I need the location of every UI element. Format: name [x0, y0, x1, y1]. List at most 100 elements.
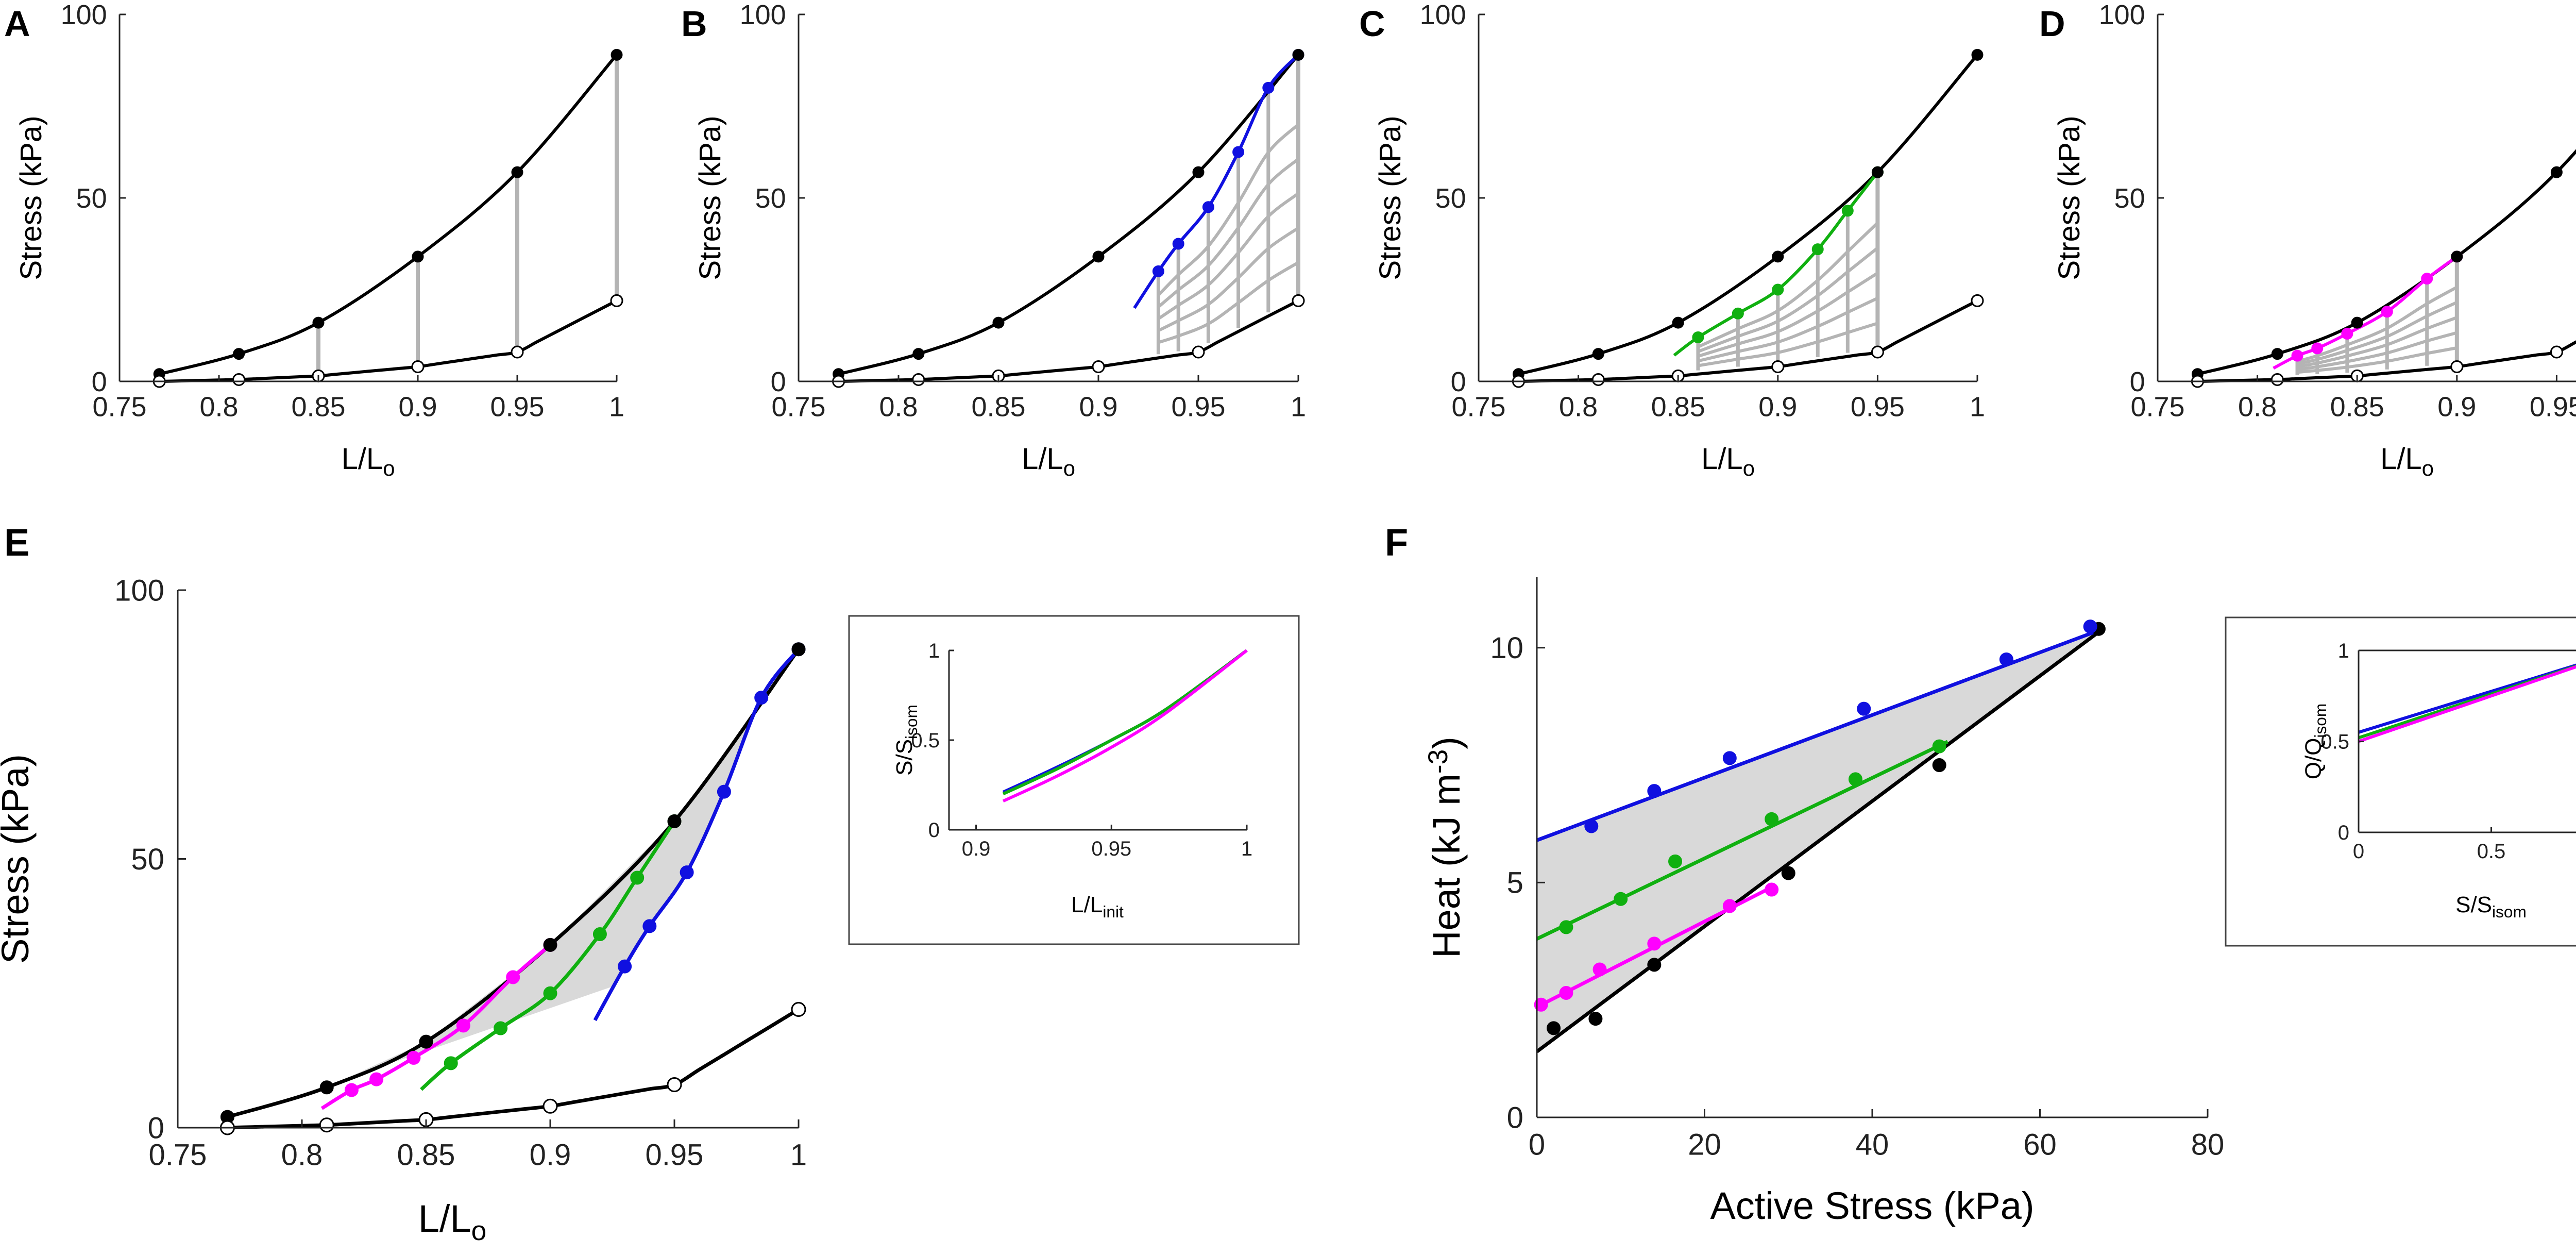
shaded-region: [227, 649, 799, 1120]
shortening-trace: [1158, 261, 1299, 344]
panel-b-y-tick-label: 100: [740, 0, 786, 30]
x-axis-label: L/Lo: [1701, 442, 1755, 480]
green-heat-point: [1559, 920, 1573, 934]
black-heat-point: [1932, 758, 1946, 773]
passive-stress-point: [610, 294, 623, 307]
shortening-from-1.0-point: [1172, 238, 1184, 250]
shortening-from-0.9-point: [2311, 342, 2324, 355]
magenta-point: [506, 970, 520, 984]
shortening-from-0.95-point: [1811, 243, 1824, 256]
magenta-heat-point: [1722, 899, 1737, 913]
shortening-from-0.95-point: [1772, 283, 1784, 296]
black-heat-point: [1547, 1021, 1561, 1035]
total-stress-point: [1971, 48, 1984, 61]
panel-c-y-tick-label: 0: [1451, 366, 1466, 397]
panel-e-y-tick-label: 0: [148, 1111, 164, 1145]
x-axis-label: L/Lo: [1022, 442, 1075, 480]
shortening-from-1.0-point: [1232, 146, 1245, 158]
inset-f-y-tick-label: 1: [2338, 640, 2349, 662]
total-stress-point: [912, 348, 925, 360]
panel-a-x-tick-label: 0.75: [92, 392, 146, 423]
panel-b-x-tick-label: 0.8: [879, 392, 918, 423]
panel-c-y-tick-label: 100: [1420, 0, 1466, 30]
inset-f-green-line: [2358, 664, 2576, 740]
magenta-heat-point: [1592, 962, 1607, 977]
x-axis-label: L/Lo: [418, 1197, 487, 1246]
panel-label-b: B: [681, 4, 707, 44]
total-stress-point: [2550, 166, 2563, 178]
shortening-trace: [2297, 316, 2458, 369]
x-axis-label-part: o: [1063, 456, 1075, 480]
green-point: [543, 986, 557, 1000]
inset-f-x-tick-label: 0.5: [2477, 840, 2506, 863]
panel-b-x-tick-label: 0.95: [1171, 392, 1225, 423]
total-stress-point: [1192, 166, 1205, 178]
panel-a-y-tick-label: 50: [76, 183, 107, 214]
panel-label-e: E: [4, 521, 29, 564]
x-axis-label-part: L/L: [418, 1197, 471, 1240]
panel-a-x-tick-label: 0.95: [490, 392, 544, 423]
blue-heat-point: [1857, 701, 1871, 716]
panel-b-x-tick-label: 0.85: [971, 392, 1025, 423]
shortening-trace: [2297, 331, 2458, 371]
total-stress-point: [1592, 348, 1604, 360]
total-stress-point: [312, 316, 325, 329]
blue-point: [618, 959, 632, 974]
panel-b-y-tick-label: 0: [771, 366, 786, 397]
total-stress-curve: [227, 648, 800, 1119]
inset-f-magenta-line: [2358, 665, 2576, 743]
panel-label-a: A: [4, 4, 30, 44]
total-stress-point: [2451, 250, 2463, 263]
shortening-trace: [2297, 300, 2458, 366]
blue-heat-point: [1999, 652, 2013, 666]
total-stress-curve: [159, 54, 618, 376]
y-axis-label: Stress (kPa): [2053, 115, 2086, 280]
passive-stress-point: [912, 373, 925, 386]
inset-f-y-label: Q/Qisom: [2301, 704, 2330, 780]
magenta-fit-line: [320, 943, 552, 1110]
inset-e-x-label-part: L/L: [1071, 892, 1103, 917]
y-axis-label-part: Heat (kJ m: [1425, 774, 1468, 958]
passive-stress-point: [511, 345, 524, 359]
green-heat-point: [1765, 812, 1779, 826]
panel-a-x-tick-label: 0.85: [291, 392, 345, 423]
panel-d-y-tick-label: 50: [2114, 183, 2145, 214]
blue-heat-point: [1647, 784, 1662, 798]
inset-e-magenta-line: [1002, 649, 1248, 803]
total-stress-point: [1292, 48, 1304, 61]
panel-c-y-tick-label: 50: [1435, 183, 1466, 214]
green-point: [592, 927, 607, 942]
shortening-trace: [1697, 222, 1879, 348]
total-stress-point: [2351, 316, 2363, 329]
panel-a-y-tick-label: 100: [61, 0, 107, 30]
panel-a-y-tick-label: 0: [92, 366, 107, 397]
blue-heat-point: [1584, 819, 1599, 833]
passive-stress-curve: [159, 299, 618, 383]
inset-f-y-label-part: Q/Q: [2301, 738, 2326, 780]
inset-e-x-label-part: init: [1103, 902, 1124, 921]
panel-label-c: C: [1359, 4, 1385, 44]
total-stress-point: [2271, 348, 2283, 360]
passive-stress-point: [1971, 294, 1984, 307]
total-stress-point: [667, 814, 682, 828]
panel-a-x-tick-label: 0.9: [398, 392, 437, 423]
blue-heat-point: [1722, 751, 1737, 765]
panel-f-y-tick-label: 5: [1507, 866, 1523, 900]
panel-a-x-tick-label: 1: [609, 392, 624, 423]
blue-point: [642, 919, 657, 933]
panel-b-x-tick-label: 1: [1291, 392, 1306, 423]
blue-point: [717, 784, 731, 799]
shortening-from-1.0-point: [1152, 265, 1164, 277]
shortening-from-0.9-point: [2341, 327, 2353, 340]
shortening-from-1.0-point: [1202, 201, 1214, 213]
panel-label-f: F: [1385, 521, 1408, 564]
shortening-from-0.95-point: [1732, 307, 1744, 320]
magenta-heat-point: [1559, 986, 1573, 1000]
inset-e-x-label: L/Linit: [1071, 892, 1124, 921]
shortening-trace: [1698, 296, 1878, 363]
x-axis-label-part: o: [383, 456, 395, 480]
x-axis-label-part: L/L: [342, 442, 383, 476]
inset-e-y-label-part: S/S: [892, 739, 917, 776]
y-axis-label: Stress (kPa): [0, 754, 37, 964]
